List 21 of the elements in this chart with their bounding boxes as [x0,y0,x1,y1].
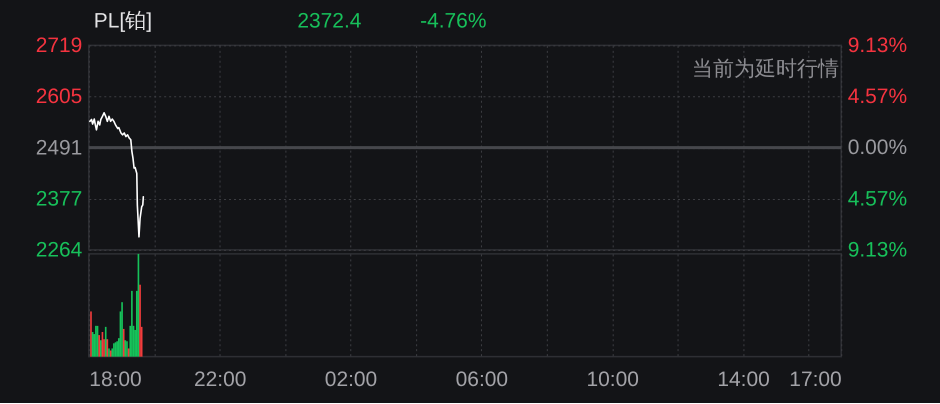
x-tick-label: 06:00 [456,368,508,392]
y-tick-label: 2719 [36,34,82,57]
text: 2372.4 [297,9,362,32]
y2-tick-label: 4.57% [848,187,908,210]
x-tick-label: 17:00 [789,368,842,392]
annotation: 当前为延时行情 [692,57,840,80]
y-tick-label: 2491 [36,136,82,160]
y2-tick-label: 9.13% [848,34,908,57]
chart-title: PL[铂] [94,9,152,32]
y-tick-label: 2377 [36,188,82,211]
y2-tick-label: 0.00% [848,136,908,160]
y-tick-label: 2264 [36,238,83,262]
x-tick-label: 10:00 [586,368,639,392]
x-tick-label: 02:00 [324,368,378,392]
x-tick-label: 14:00 [717,368,770,392]
y-tick-label: 2605 [36,85,82,108]
y2-tick-label: 9.13% [848,238,908,262]
x-tick-label: 22:00 [194,368,246,392]
x-tick-label: 18:00 [89,368,142,392]
text: -4.76% [420,9,486,32]
y2-tick-label: 4.57% [848,84,908,108]
